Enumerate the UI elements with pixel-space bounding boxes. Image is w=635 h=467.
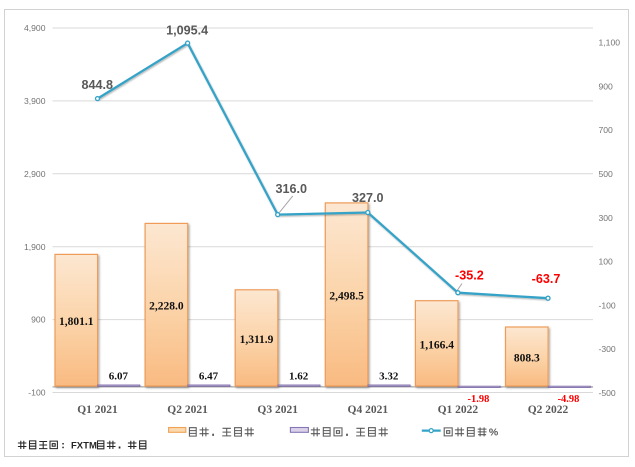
svg-text:900: 900 xyxy=(599,81,614,91)
svg-text:-4.98: -4.98 xyxy=(558,394,580,405)
svg-text:2,228.0: 2,228.0 xyxy=(149,301,184,313)
svg-text:6.47: 6.47 xyxy=(199,370,219,382)
svg-text:-100: -100 xyxy=(599,300,616,310)
svg-text:3.32: 3.32 xyxy=(379,370,399,382)
svg-text:%: % xyxy=(489,426,499,438)
svg-text:-100: -100 xyxy=(28,388,45,398)
svg-text:Q1 2021: Q1 2021 xyxy=(77,404,118,416)
svg-text:316.0: 316.0 xyxy=(276,182,308,196)
svg-text:-35.2: -35.2 xyxy=(455,268,484,282)
svg-text:4,900: 4,900 xyxy=(24,23,46,33)
svg-text:1,100: 1,100 xyxy=(599,38,621,48)
svg-text:Q2 2021: Q2 2021 xyxy=(167,404,208,416)
svg-text:1,801.1: 1,801.1 xyxy=(59,316,94,328)
svg-text:-63.7: -63.7 xyxy=(532,272,561,286)
svg-text:327.0: 327.0 xyxy=(352,191,384,205)
svg-text:1,900: 1,900 xyxy=(24,242,46,252)
svg-text:Q3 2021: Q3 2021 xyxy=(257,404,298,416)
svg-text:808.3: 808.3 xyxy=(514,352,540,364)
svg-text:2,900: 2,900 xyxy=(24,169,46,179)
svg-text:-1.98: -1.98 xyxy=(467,394,489,405)
svg-text:100: 100 xyxy=(599,257,614,267)
svg-text:1.62: 1.62 xyxy=(289,370,309,382)
svg-text:6.07: 6.07 xyxy=(109,370,129,382)
svg-text:900: 900 xyxy=(31,315,46,325)
svg-text:Q4 2021: Q4 2021 xyxy=(348,404,389,416)
svg-text:3,900: 3,900 xyxy=(24,96,46,106)
svg-text:Q1 2022: Q1 2022 xyxy=(438,404,479,416)
svg-text:500: 500 xyxy=(599,169,614,179)
svg-text:1,095.4: 1,095.4 xyxy=(166,24,208,38)
svg-text:2,498.5: 2,498.5 xyxy=(329,290,364,302)
svg-text:1,311.9: 1,311.9 xyxy=(240,334,274,346)
svg-text:FXTM: FXTM xyxy=(71,440,97,451)
svg-text:-500: -500 xyxy=(599,388,616,398)
svg-text:700: 700 xyxy=(599,125,614,135)
svg-text:-300: -300 xyxy=(599,344,616,354)
svg-text:300: 300 xyxy=(599,213,614,223)
svg-text:Q2 2022: Q2 2022 xyxy=(528,404,569,416)
svg-text:844.8: 844.8 xyxy=(82,78,114,92)
svg-text:1,166.4: 1,166.4 xyxy=(419,339,454,351)
